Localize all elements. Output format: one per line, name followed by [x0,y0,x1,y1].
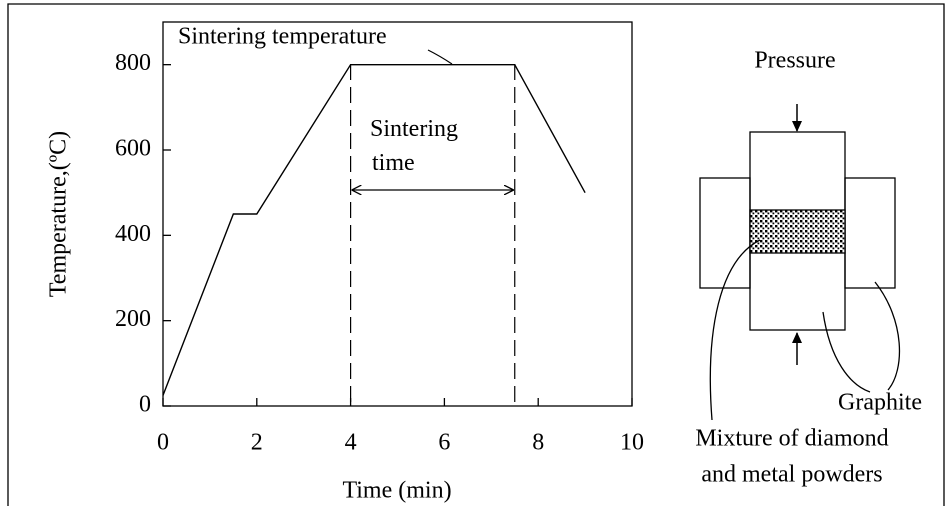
leader [874,281,901,391]
x-tick-label: 2 [251,430,263,456]
leader [709,239,761,421]
y-tick-label: 600 [115,136,151,162]
plot-box [162,21,633,407]
annotation: Sintering temperature [178,24,387,50]
x-tick-label: 8 [532,430,544,456]
y-tick-label: 800 [115,50,151,76]
graphite-block [699,177,751,289]
x-tick-label: 6 [438,430,450,456]
plot: 0 2 4 6 8 10 0 200 400 600 800 Sintering temperatur… [115,24,644,456]
x-tick-label: 4 [345,430,357,456]
leader [427,49,453,65]
y-tick-label: 0 [139,392,151,418]
y-label: Temperature,(ºC) [46,131,72,297]
x-tick-label: 10 [620,430,644,456]
graphite-block [844,177,896,289]
leader [822,311,871,393]
frame [7,3,945,506]
pressure-label: Pressure [754,48,835,74]
mixture-label: Mixture of diamond [695,426,888,452]
annotation: Sintering time [370,116,458,176]
temperature-line [162,63,586,396]
y-tick-label: 400 [115,221,151,247]
graphite-label: Graphite [838,390,922,416]
mixture-label: and metal powders [701,462,882,488]
x-tick-label: 0 [157,430,169,456]
powder-mixture [749,209,846,254]
x-label: Time (min) [342,478,451,504]
y-tick-label: 200 [115,306,151,332]
